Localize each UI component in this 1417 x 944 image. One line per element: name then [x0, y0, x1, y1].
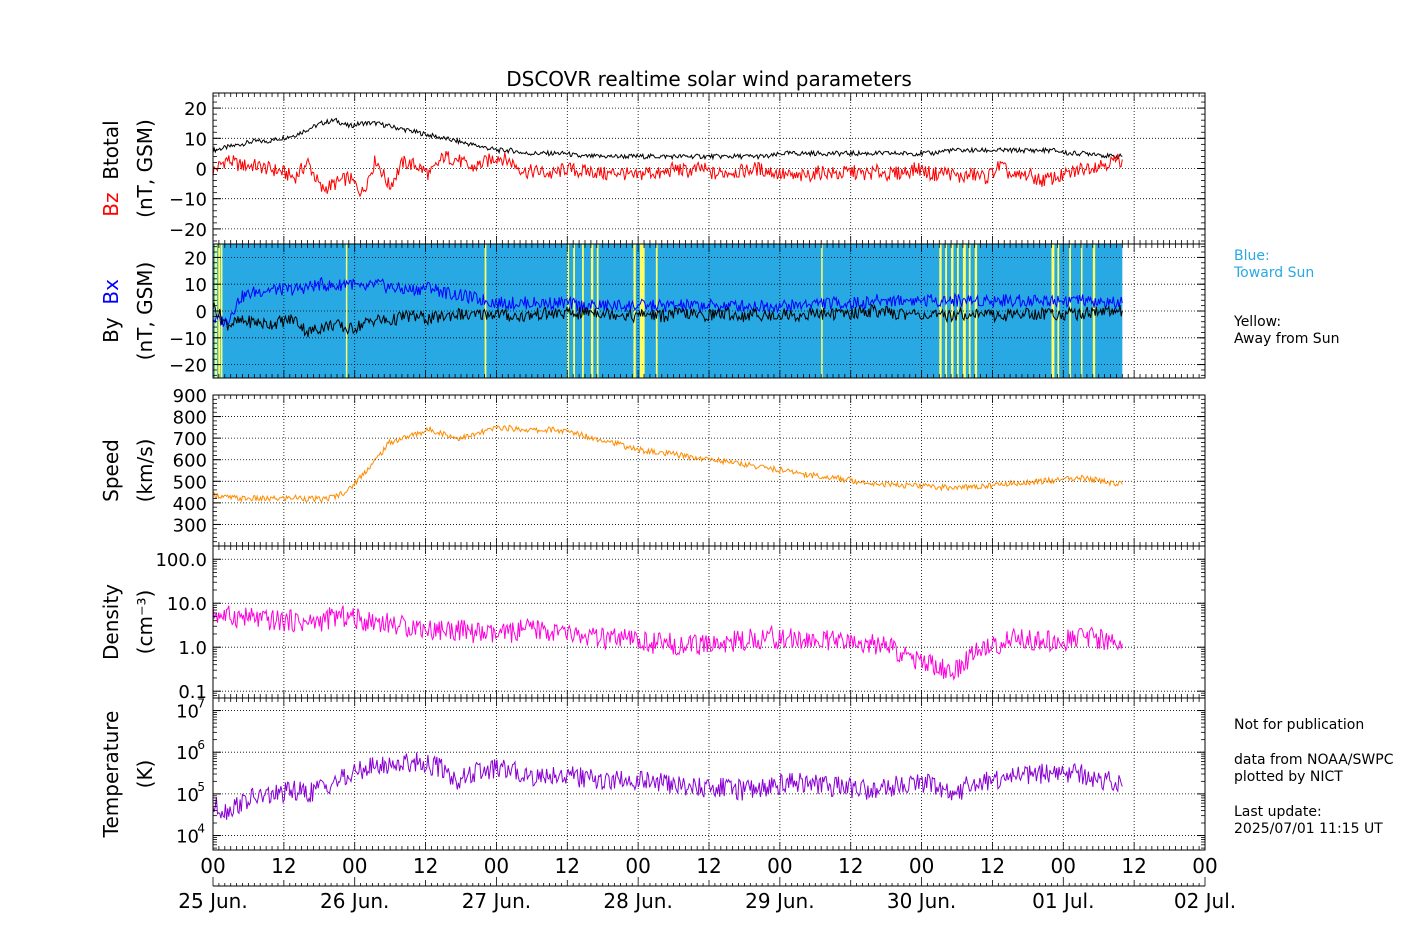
y-tick-label: 0: [196, 302, 207, 323]
publication-note: Not for publication: [1234, 717, 1364, 734]
away-sun-band: [1081, 244, 1083, 378]
day-label: 25 Jun.: [178, 889, 247, 913]
y-label-bz: Bz: [99, 192, 123, 216]
hour-tick-label: 00: [484, 854, 509, 878]
y-tick-label: 10: [176, 785, 199, 806]
y-axis-units-btotal-bz: (nT, GSM): [133, 119, 157, 218]
y-label-btotal: Btotal: [99, 120, 123, 192]
y-tick-exponent: 7: [197, 697, 205, 711]
y-label-by: By: [99, 317, 123, 343]
day-label: 29 Jun.: [745, 889, 814, 913]
hour-tick-label: 12: [980, 854, 1005, 878]
y-tick-label: −20: [169, 356, 207, 377]
chart-title: DSCOVR realtime solar wind parameters: [506, 67, 912, 91]
day-label: 02 Jul.: [1174, 889, 1236, 913]
y-tick-label: 10: [176, 743, 199, 764]
y-axis-label-btotal-bz: Bz Btotal: [99, 120, 123, 216]
y-tick-label: 10: [184, 129, 207, 150]
y-axis-label-temperature: Temperature: [99, 711, 123, 839]
day-label: 30 Jun.: [887, 889, 956, 913]
hour-tick-label: 12: [413, 854, 438, 878]
y-tick-label: −20: [169, 220, 207, 241]
hour-tick-label: 00: [342, 854, 367, 878]
y-axis-label-speed: Speed: [99, 439, 123, 502]
y-tick-label: 500: [173, 472, 207, 493]
day-label: 28 Jun.: [603, 889, 672, 913]
hour-tick-label: 00: [625, 854, 650, 878]
hour-tick-label: 00: [1051, 854, 1076, 878]
legend-toward-sun: Blue: Toward Sun: [1234, 248, 1314, 282]
y-tick-label: −10: [169, 190, 207, 211]
y-tick-label: 10: [176, 827, 199, 848]
hour-tick-label: 12: [696, 854, 721, 878]
hour-tick-label: 12: [271, 854, 296, 878]
y-tick-label: 700: [173, 429, 207, 450]
series-bz: [213, 151, 1122, 196]
y-axis-units-by-bx: (nT, GSM): [133, 262, 157, 361]
day-label: 27 Jun.: [462, 889, 531, 913]
y-tick-label: 20: [184, 99, 207, 120]
hour-tick-label: 00: [1192, 854, 1217, 878]
series-btotal: [213, 119, 1122, 159]
hour-tick-label: 12: [1121, 854, 1146, 878]
y-tick-label: 900: [173, 386, 207, 407]
source-note: data from NOAA/SWPC plotted by NICT: [1234, 752, 1393, 786]
y-tick-exponent: 6: [197, 738, 205, 752]
series-temperature: [213, 753, 1122, 820]
y-axis-units-speed: (km/s): [133, 439, 157, 503]
y-axis-units-density: (cm⁻³): [133, 590, 157, 655]
hour-tick-label: 12: [838, 854, 863, 878]
y-label-speed: Speed: [99, 439, 123, 502]
y-tick-label: 300: [173, 515, 207, 536]
hour-tick-label: 00: [909, 854, 934, 878]
day-label: 01 Jul.: [1032, 889, 1094, 913]
y-tick-label: 10: [176, 702, 199, 723]
hour-tick-label: 00: [200, 854, 225, 878]
y-tick-label: 20: [184, 248, 207, 269]
y-tick-label: 800: [173, 408, 207, 429]
y-axis-units-temperature: (K): [133, 760, 157, 789]
hour-tick-label: 00: [767, 854, 792, 878]
legend-away-from-sun: Yellow: Away from Sun: [1234, 314, 1339, 348]
y-axis-label-by-bx: By Bx: [99, 279, 123, 343]
y-tick-label: −10: [169, 329, 207, 350]
y-tick-label: 10.0: [167, 594, 207, 615]
series-speed: [213, 425, 1122, 502]
y-label-density: Density: [99, 584, 123, 660]
y-label-temperature: Temperature: [99, 711, 123, 839]
day-label: 26 Jun.: [320, 889, 389, 913]
y-label-bx: Bx: [99, 279, 123, 317]
y-tick-label: 10: [184, 275, 207, 296]
y-tick-exponent: 4: [197, 822, 205, 836]
y-tick-label: 100.0: [155, 550, 207, 571]
y-tick-label: 400: [173, 494, 207, 515]
y-tick-exponent: 5: [197, 780, 205, 794]
y-tick-label: 0: [196, 160, 207, 181]
y-tick-label: 1.0: [178, 638, 207, 659]
last-update-note: Last update: 2025/07/01 11:15 UT: [1234, 804, 1383, 838]
y-axis-label-density: Density: [99, 584, 123, 660]
y-tick-label: 600: [173, 451, 207, 472]
away-sun-band: [346, 244, 348, 378]
hour-tick-label: 12: [555, 854, 580, 878]
series-density: [213, 604, 1122, 680]
